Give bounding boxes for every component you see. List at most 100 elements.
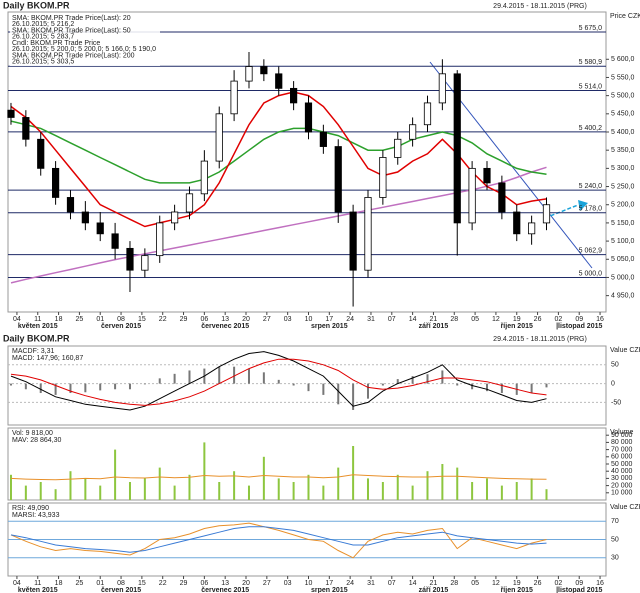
bar — [500, 485, 503, 500]
bar — [441, 370, 444, 384]
x-month-label: září 2015 — [419, 323, 449, 330]
bar — [307, 383, 310, 392]
series-line — [10, 358, 547, 406]
x-tick-label: 28 — [450, 580, 458, 587]
bar — [292, 383, 295, 386]
y-tick-label: 10 000 — [611, 490, 633, 497]
bar — [218, 366, 221, 384]
x-month-label: červen 2015 — [101, 323, 141, 330]
x-month-label: září 2015 — [419, 587, 449, 593]
bar — [485, 478, 488, 500]
y-tick-label: 5 300,0 — [611, 165, 634, 172]
candle-body — [334, 146, 342, 213]
bar — [84, 383, 87, 393]
candle-body — [528, 222, 536, 235]
x-tick-label: 05 — [471, 580, 479, 587]
y-tick-label: 40 000 — [611, 468, 633, 475]
bar — [233, 471, 236, 500]
bar — [337, 383, 340, 405]
x-tick-label: 13 — [221, 580, 229, 587]
bar — [307, 474, 310, 500]
bar — [247, 368, 250, 384]
y-tick-label: 5 550,0 — [611, 74, 634, 81]
y-tick-label: 5 150,0 — [611, 220, 634, 227]
x-tick-label: 16 — [596, 316, 604, 323]
y-tick-label: 5 050,0 — [611, 256, 634, 263]
series-line — [10, 474, 547, 481]
x-tick-label: 13 — [221, 316, 229, 323]
legend-entry: MACD: 147,96; 160,87 — [12, 355, 83, 362]
panel-frame — [7, 345, 607, 426]
x-tick-label: 08 — [117, 316, 125, 323]
x-tick-label: 04 — [13, 316, 21, 323]
candle-body — [423, 102, 432, 126]
candle-body — [394, 138, 402, 158]
x-tick-label: 22 — [159, 580, 167, 587]
bar — [188, 370, 191, 384]
x-tick-label: 09 — [575, 316, 583, 323]
x-tick-label: 28 — [450, 316, 458, 323]
bar — [471, 482, 474, 500]
candle-body — [379, 157, 387, 198]
axis-unit: Price CZK — [610, 13, 640, 20]
x-tick-label: 18 — [55, 580, 63, 587]
x-tick-label: 02 — [554, 580, 562, 587]
x-month-label: červen 2015 — [101, 587, 141, 593]
candle-body — [37, 138, 45, 169]
bar — [426, 374, 429, 384]
bar — [114, 449, 117, 500]
bar — [426, 471, 429, 500]
x-tick-label: 10 — [305, 580, 313, 587]
y-tick-label: 50 — [611, 362, 619, 369]
x-month-label: květen 2015 — [18, 323, 58, 330]
bar — [84, 478, 87, 500]
bar — [515, 482, 518, 500]
candle-body — [230, 80, 238, 115]
bar — [99, 485, 102, 500]
x-tick-label: 04 — [13, 580, 21, 587]
x-tick-label: 19 — [513, 580, 521, 587]
x-tick-label: 26 — [534, 316, 542, 323]
candle-body — [185, 193, 194, 213]
bar — [381, 383, 384, 386]
bar — [545, 489, 548, 500]
date-range: 29.4.2015 - 18.11.2015 (PRG) — [493, 3, 587, 10]
y-tick-label: 90 000 — [611, 432, 633, 439]
bar — [545, 383, 548, 388]
series-line — [10, 526, 547, 553]
level-label: 5 514,0 — [579, 83, 602, 90]
candle-body — [513, 211, 521, 235]
bar — [485, 383, 488, 392]
x-month-label: |listopad 2015 — [556, 587, 602, 593]
candle-body — [156, 222, 164, 257]
x-tick-label: 25 — [76, 580, 84, 587]
bar — [203, 442, 206, 500]
bar — [114, 383, 117, 390]
x-month-label: srpen 2015 — [311, 587, 348, 593]
y-tick-label: 4 950,0 — [611, 292, 634, 299]
x-tick-label: 06 — [200, 580, 208, 587]
bar — [262, 456, 265, 500]
y-tick-label: 5 250,0 — [611, 183, 634, 190]
bar — [69, 383, 72, 394]
bar — [188, 474, 191, 500]
bar — [24, 383, 27, 390]
x-month-label: červenec 2015 — [201, 587, 249, 593]
x-tick-label: 25 — [76, 316, 84, 323]
bar — [530, 478, 533, 500]
candle-body — [171, 211, 179, 224]
level-label: 5 240,0 — [579, 183, 602, 190]
level-label: 5 580,9 — [579, 59, 602, 66]
x-tick-label: 01 — [96, 316, 104, 323]
x-tick-label: 17 — [325, 580, 333, 587]
arrow-head — [578, 200, 588, 211]
y-tick-label: 70 000 — [611, 446, 633, 453]
candle-body — [453, 73, 461, 224]
y-tick-label: 50 — [611, 536, 619, 543]
bar — [456, 383, 459, 386]
candle-body — [349, 211, 357, 271]
y-tick-label: 5 350,0 — [611, 147, 634, 154]
legend-value: 26.10.2015; 5 216,2 — [12, 21, 74, 28]
